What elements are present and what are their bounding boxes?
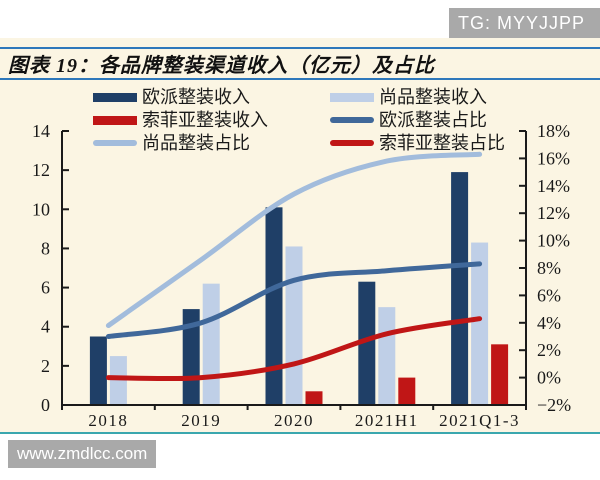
left-axis-label: 0 <box>41 395 50 415</box>
right-axis-label: 0% <box>537 368 561 388</box>
left-axis-label: 6 <box>41 278 50 298</box>
bar-尚品整装收入 <box>471 242 489 405</box>
left-axis-label: 4 <box>41 317 50 337</box>
x-axis-label: 2020 <box>274 411 314 430</box>
left-axis-label: 10 <box>32 199 50 219</box>
left-axis-label: 8 <box>41 238 50 258</box>
x-axis-label: 2021H1 <box>355 411 419 430</box>
right-axis-label: 16% <box>537 148 570 168</box>
bar-欧派整装收入 <box>89 336 107 405</box>
right-axis-label: 12% <box>537 203 570 223</box>
right-axis-label: 8% <box>537 258 561 278</box>
bar-欧派整装收入 <box>182 309 200 405</box>
trend-line-索菲亚整装占比 <box>105 316 483 382</box>
left-axis-label: 2 <box>41 356 50 376</box>
trend-line-欧派整装占比 <box>105 261 483 339</box>
right-axis-label: 18% <box>537 121 570 141</box>
bar-尚品整装收入 <box>285 246 303 405</box>
x-axis-label: 2021Q1-3 <box>439 411 520 430</box>
watermark: www.zmdlcc.com <box>8 440 156 468</box>
left-axis-label: 12 <box>32 160 50 180</box>
x-axis-label: 2019 <box>181 411 221 430</box>
right-axis-label: 2% <box>537 340 561 360</box>
bar-索菲亚整装收入 <box>305 391 323 405</box>
right-axis-label: 10% <box>537 231 570 251</box>
right-axis-label: 6% <box>537 285 561 305</box>
bar-欧派整装收入 <box>451 172 469 405</box>
figure-title-band: 图表 19：各品牌整装渠道收入（亿元）及占比 <box>0 47 600 80</box>
right-axis-label: 4% <box>537 313 561 333</box>
tg-badge: TG: MYYJJPP <box>449 8 600 38</box>
x-axis-label: 2018 <box>88 411 128 430</box>
bar-尚品整装收入 <box>109 356 127 405</box>
right-axis-label: −2% <box>537 395 571 415</box>
bar-尚品整装收入 <box>378 307 396 405</box>
bar-索菲亚整装收入 <box>491 344 509 405</box>
bar-欧派整装收入 <box>358 281 376 405</box>
figure-title: 图表 19：各品牌整装渠道收入（亿元）及占比 <box>8 55 435 77</box>
bar-尚品整装收入 <box>202 283 220 405</box>
left-axis-label: 14 <box>32 121 50 141</box>
bar-欧派整装收入 <box>265 207 283 405</box>
bar-索菲亚整装收入 <box>398 377 416 405</box>
trend-line-尚品整装占比 <box>105 151 483 329</box>
right-axis-label: 14% <box>537 176 570 196</box>
